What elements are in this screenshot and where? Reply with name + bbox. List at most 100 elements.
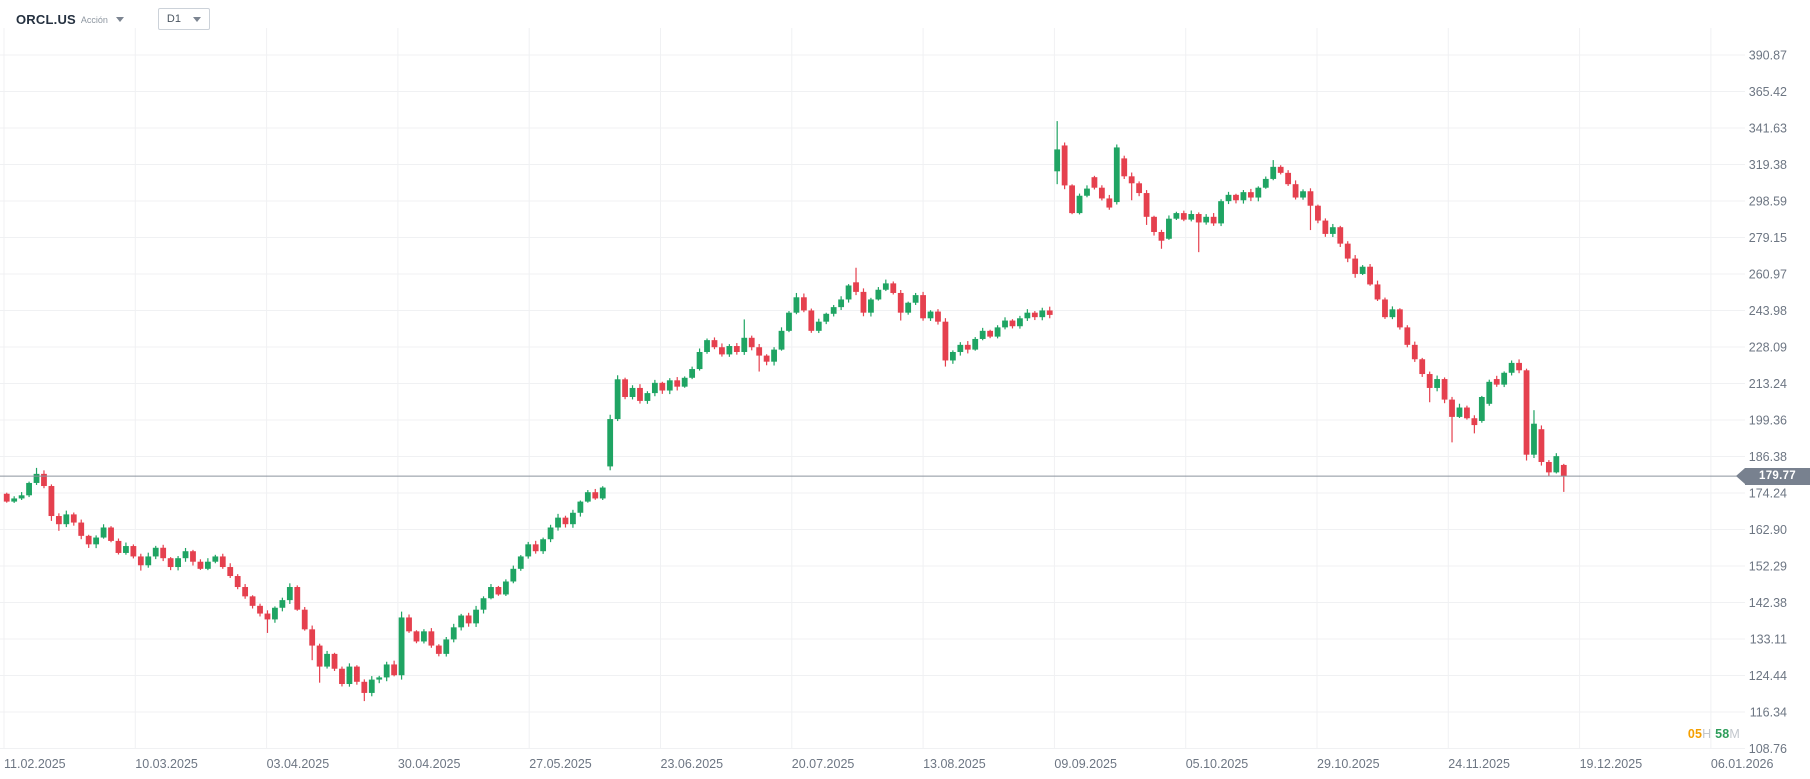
candle: [428, 631, 435, 646]
candle: [599, 487, 606, 499]
candle: [1419, 359, 1426, 375]
candle: [368, 679, 375, 693]
candle: [41, 473, 47, 487]
candle: [279, 600, 286, 608]
instrument-selector[interactable]: ORCL.US Acción: [16, 12, 124, 27]
candle: [1270, 166, 1277, 179]
y-axis-label: 298.59: [1749, 195, 1787, 209]
candle: [1024, 312, 1031, 319]
candle: [18, 495, 25, 499]
candle: [733, 346, 740, 352]
candle: [286, 587, 293, 601]
candle: [1002, 320, 1008, 328]
candle: [1545, 461, 1552, 473]
candle: [376, 677, 383, 680]
candle: [1516, 362, 1522, 371]
candle: [830, 307, 837, 314]
candle: [577, 501, 584, 513]
candle: [964, 344, 971, 350]
candle: [584, 492, 591, 502]
current-price-tag-arrow: [1736, 467, 1745, 484]
candle: [1233, 194, 1239, 201]
candle: [1411, 344, 1418, 360]
candle: [1203, 216, 1210, 223]
x-axis-label: 11.02.2025: [4, 757, 66, 771]
candle: [540, 539, 547, 552]
candle: [637, 387, 643, 401]
candle: [413, 631, 420, 642]
candle: [450, 627, 457, 640]
candle: [517, 556, 524, 569]
candle: [339, 668, 345, 685]
candle: [972, 338, 979, 350]
candle: [63, 514, 70, 525]
x-axis-label: 10.03.2025: [135, 757, 198, 771]
candle: [786, 312, 792, 331]
candle: [1560, 464, 1567, 477]
candle: [160, 547, 167, 559]
x-axis-label: 09.09.2025: [1054, 757, 1117, 771]
candle: [1426, 374, 1433, 388]
candle: [316, 645, 323, 667]
candle: [1374, 284, 1381, 300]
candle: [1538, 429, 1545, 462]
candle: [957, 344, 964, 352]
candle: [182, 551, 189, 559]
candle: [607, 419, 614, 467]
candle: [1449, 399, 1455, 417]
candle: [1240, 192, 1247, 201]
candle: [1136, 183, 1143, 194]
timeframe-dropdown[interactable]: D1: [157, 8, 210, 30]
candle: [1084, 188, 1090, 196]
price-axis[interactable]: 390.87 365.42 341.63 319.38 298.59 279.15 260.…: [1749, 49, 1787, 757]
chevron-down-icon[interactable]: [115, 16, 124, 22]
candle: [532, 544, 539, 552]
candle: [3, 493, 10, 502]
candle: [659, 382, 666, 391]
candle: [11, 498, 18, 502]
y-axis-label: 142.38: [1749, 596, 1787, 610]
candle: [704, 340, 710, 352]
candle-series[interactable]: [3, 121, 1567, 702]
candle: [592, 492, 599, 499]
candle: [868, 299, 874, 313]
candle: [272, 607, 278, 620]
chevron-down-icon[interactable]: [192, 16, 201, 22]
candle: [1300, 191, 1306, 198]
candle: [1367, 266, 1373, 285]
candle: [1464, 407, 1470, 419]
candle: [651, 382, 658, 394]
candle: [793, 297, 800, 313]
candle: [264, 613, 271, 620]
candle: [778, 330, 785, 350]
candle: [897, 292, 904, 313]
candle: [78, 522, 85, 536]
candle: [1143, 193, 1150, 217]
candle: [33, 473, 40, 483]
candle: [100, 527, 107, 538]
candle: [853, 282, 859, 292]
candle: [756, 347, 763, 356]
candle: [249, 596, 256, 606]
candle: [979, 330, 986, 339]
candle: [1173, 213, 1180, 219]
candle: [838, 299, 845, 308]
x-axis-label: 27.05.2025: [529, 757, 592, 771]
candle: [1076, 195, 1083, 214]
date-axis[interactable]: 11.02.2025 10.03.2025 03.04.2025 30.04.2025…: [4, 757, 1774, 771]
candle: [152, 547, 159, 557]
y-axis-label: 174.24: [1749, 487, 1787, 501]
candle: [406, 617, 412, 632]
candle: [85, 535, 92, 545]
y-axis-label: 186.38: [1749, 450, 1787, 464]
candle: [1337, 227, 1344, 244]
candle: [421, 631, 427, 642]
candle: [353, 666, 360, 682]
candle: [994, 327, 1001, 337]
candle: [808, 310, 815, 331]
y-axis-label: 199.36: [1749, 414, 1787, 428]
candle: [644, 393, 651, 401]
candle: [383, 664, 390, 678]
